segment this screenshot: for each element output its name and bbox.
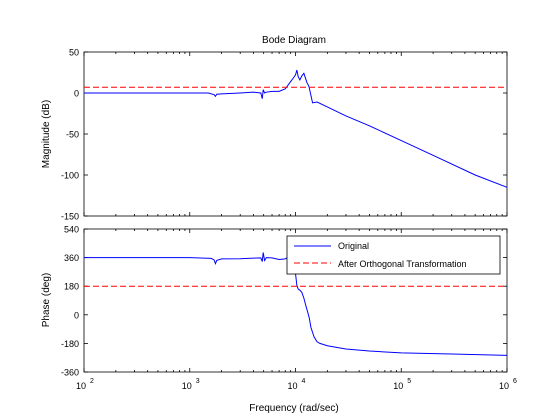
x-tick-label: 10: [287, 381, 297, 391]
phase-y-ticks: 540 360 180 0 -180 -360: [61, 225, 507, 378]
x-tick-label: 10: [393, 381, 403, 391]
magnitude-y-tick-label: -100: [61, 171, 79, 181]
phase-panel: 540 360 180 0 -180 -360 Phase (deg) Original …: [41, 225, 508, 378]
x-tick-exponent: 3: [196, 378, 200, 385]
magnitude-y-tick-label: -150: [61, 212, 79, 222]
legend-box: [286, 235, 501, 275]
phase-y-tick-label: 360: [64, 253, 79, 263]
magnitude-x-ticks: [83, 52, 508, 216]
x-tick-exponent: 2: [90, 378, 94, 385]
phase-y-tick-label: 180: [64, 282, 79, 292]
chart-title: Bode Diagram: [262, 35, 326, 46]
magnitude-series-original: [84, 69, 508, 188]
x-tick-exponent: 4: [302, 378, 306, 385]
phase-y-axis-label: Phase (deg): [41, 273, 52, 327]
legend: Original After Orthogonal Transformation: [286, 235, 501, 275]
x-tick-label: 10: [182, 381, 192, 391]
x-tick-label: 10: [499, 381, 509, 391]
x-axis-label: Frequency (rad/sec): [249, 403, 338, 414]
legend-transformed-label: After Orthogonal Transformation: [338, 259, 467, 269]
magnitude-y-axis-label: Magnitude (dB): [41, 100, 52, 168]
magnitude-y-ticks: 50 0 -50 -100 -150: [61, 48, 507, 222]
x-tick-labels: 10 2 10 3 10 4 10 5 10 6: [76, 378, 517, 391]
phase-y-tick-label: 0: [74, 310, 79, 320]
magnitude-series: [84, 69, 508, 188]
phase-x-ticks: [83, 229, 508, 372]
x-tick-exponent: 6: [513, 378, 517, 385]
magnitude-axes-box: [83, 51, 508, 217]
magnitude-y-tick-label: -50: [66, 130, 79, 140]
x-tick-label: 10: [76, 381, 86, 391]
magnitude-y-tick-label: 0: [74, 89, 79, 99]
phase-y-tick-label: 540: [64, 225, 79, 235]
x-tick-exponent: 5: [407, 378, 411, 385]
legend-original-label: Original: [338, 241, 369, 251]
magnitude-y-tick-label: 50: [69, 48, 79, 58]
magnitude-panel: 50 0 -50 -100 -150 Magnitude (dB): [41, 48, 508, 222]
phase-y-tick-label: -360: [61, 368, 79, 378]
phase-y-tick-label: -180: [61, 339, 79, 349]
